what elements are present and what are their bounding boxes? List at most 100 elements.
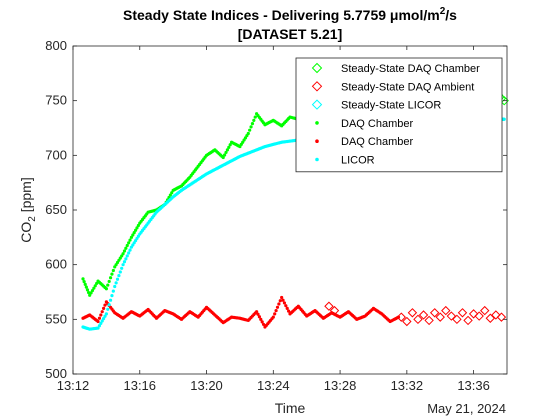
data-point-interp bbox=[168, 193, 172, 197]
data-point-interp bbox=[95, 281, 99, 286]
data-point-interp bbox=[122, 249, 127, 253]
data-point-interp bbox=[99, 321, 103, 325]
data-point-interp bbox=[102, 306, 106, 310]
legend-entry-label: DAQ Chamber bbox=[341, 136, 413, 148]
data-point-interp bbox=[99, 313, 103, 317]
x-tick-label: 13:36 bbox=[457, 378, 490, 393]
data-point-interp bbox=[125, 243, 129, 248]
data-point-interp bbox=[136, 223, 140, 228]
legend-marker bbox=[311, 99, 323, 110]
x-tick-label: 13:20 bbox=[190, 378, 223, 393]
data-point-interp bbox=[125, 254, 129, 258]
data-point-interp bbox=[124, 257, 128, 261]
data-point-interp bbox=[135, 226, 139, 230]
y-tick-label: 650 bbox=[45, 202, 67, 217]
x-tick-label: 13:32 bbox=[391, 378, 424, 393]
legend-marker bbox=[311, 62, 323, 74]
data-point-diamond bbox=[424, 315, 434, 326]
data-point-interp bbox=[274, 308, 278, 313]
data-point-interp bbox=[249, 125, 253, 129]
data-point-diamond bbox=[396, 312, 406, 322]
legend-entry-label: Steady-State DAQ Ambient bbox=[341, 81, 474, 93]
data-point bbox=[246, 131, 250, 136]
data-point-interp bbox=[118, 270, 122, 274]
data-point bbox=[81, 277, 85, 281]
data-point-diamond bbox=[496, 312, 507, 322]
data-point-interp bbox=[248, 128, 252, 132]
x-tick-label: 13:24 bbox=[257, 378, 290, 393]
data-point-interp bbox=[110, 294, 114, 298]
data-point-diamond bbox=[491, 310, 501, 320]
data-point-interp bbox=[108, 298, 113, 302]
data-point-interp bbox=[260, 320, 264, 324]
legend-box bbox=[295, 57, 503, 173]
data-point-diamond bbox=[441, 305, 451, 316]
data-point-interp bbox=[224, 150, 228, 155]
x-tick-label: 13:16 bbox=[123, 378, 156, 393]
data-point-interp bbox=[127, 251, 131, 255]
data-point-interp bbox=[228, 143, 232, 147]
data-point bbox=[113, 284, 117, 289]
data-point bbox=[88, 293, 92, 297]
y-tick-label: 750 bbox=[45, 93, 67, 108]
data-point-diamond bbox=[463, 315, 473, 326]
data-point-interp bbox=[132, 230, 136, 235]
y-tick-label: 800 bbox=[45, 38, 67, 53]
legend-marker bbox=[311, 81, 323, 92]
data-point-diamond bbox=[329, 305, 340, 316]
data-point-interp bbox=[259, 317, 263, 321]
data-point-interp bbox=[278, 299, 282, 303]
data-point-interp bbox=[273, 312, 277, 316]
data-point-interp bbox=[107, 303, 111, 307]
data-point bbox=[221, 155, 225, 160]
data-point-interp bbox=[261, 322, 266, 327]
data-point-interp bbox=[86, 290, 91, 295]
series-4 bbox=[324, 301, 507, 327]
data-point-diamond bbox=[413, 314, 423, 325]
data-point-interp bbox=[287, 309, 291, 313]
data-point-interp bbox=[275, 305, 280, 309]
date-label: May 21, 2024 bbox=[427, 401, 506, 416]
legend: Steady-State DAQ Chamber Steady-State DAQ… bbox=[295, 57, 503, 173]
data-point-interp bbox=[106, 283, 110, 287]
data-point-interp bbox=[97, 316, 102, 320]
data-point-interp bbox=[227, 145, 231, 149]
chart-title-line2: [DATASET 5.21] bbox=[238, 26, 343, 42]
data-point-diamond bbox=[402, 316, 412, 327]
y-tick-label: 700 bbox=[45, 147, 67, 162]
data-point-interp bbox=[100, 310, 104, 314]
data-point-interp bbox=[106, 307, 110, 311]
data-point-interp bbox=[117, 274, 121, 278]
data-point-interp bbox=[84, 285, 88, 289]
data-point-interp bbox=[128, 248, 132, 252]
data-point-interp bbox=[133, 228, 138, 232]
axes: 500 550 600 650 700 750 800 13:12 13:16 13:20 13:2… bbox=[45, 38, 508, 393]
data-point-interp bbox=[108, 276, 113, 280]
x-axis-label: Time bbox=[275, 400, 306, 416]
y-axis-label: CO2 [ppm] bbox=[18, 177, 38, 242]
data-point-interp bbox=[115, 277, 120, 281]
data-point bbox=[502, 117, 506, 121]
data-point-interp bbox=[277, 302, 281, 306]
data-point-diamond bbox=[452, 314, 462, 325]
data-point-interp bbox=[223, 153, 227, 157]
data-point bbox=[129, 235, 134, 239]
data-point-interp bbox=[170, 191, 174, 195]
data-point-interp bbox=[100, 319, 104, 323]
data-point-interp bbox=[85, 288, 90, 292]
data-point-interp bbox=[83, 282, 87, 286]
y-tick-label: 550 bbox=[45, 311, 67, 326]
data-point-interp bbox=[90, 288, 95, 293]
data-point-interp bbox=[103, 303, 107, 307]
data-point-interp bbox=[107, 279, 111, 284]
legend-entry-label: Steady-State LICOR bbox=[341, 100, 441, 112]
data-point bbox=[104, 312, 108, 316]
data-point-diamond bbox=[435, 312, 445, 322]
data-point-interp bbox=[114, 281, 118, 285]
legend-entry-label: DAQ Chamber bbox=[341, 118, 413, 130]
data-point-diamond bbox=[418, 310, 429, 320]
data-point-interp bbox=[282, 301, 287, 305]
data-point bbox=[280, 295, 284, 300]
